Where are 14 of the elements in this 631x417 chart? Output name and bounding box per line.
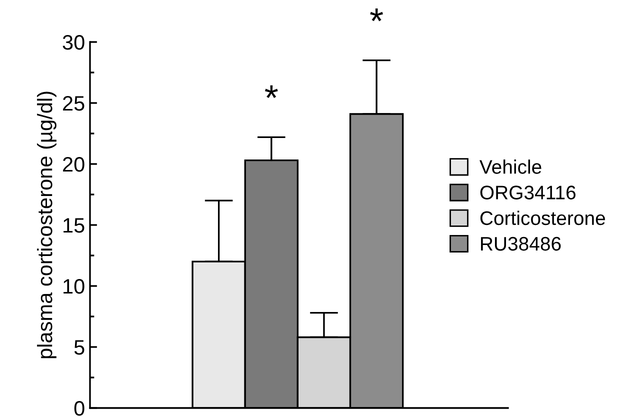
y-tick-label: 20	[63, 157, 84, 172]
legend-label: Corticosterone	[480, 210, 606, 226]
y-tick-label: 30	[62, 35, 84, 50]
y-tick-label: 15	[64, 218, 84, 233]
legend-label: Vehicle	[480, 160, 542, 174]
legend-label: RU38486	[481, 236, 561, 251]
data-label: *	[264, 85, 278, 98]
y-tick-label: 25	[63, 96, 84, 111]
y-axis-title: plasma corticosterone (µg/dl)	[36, 92, 56, 358]
y-tick-label: 5	[74, 340, 84, 355]
legend-label: ORG34116	[480, 186, 576, 200]
y-tick-label: 0	[74, 401, 84, 416]
y-tick-label: 10	[64, 279, 84, 294]
data-label: *	[370, 8, 384, 22]
